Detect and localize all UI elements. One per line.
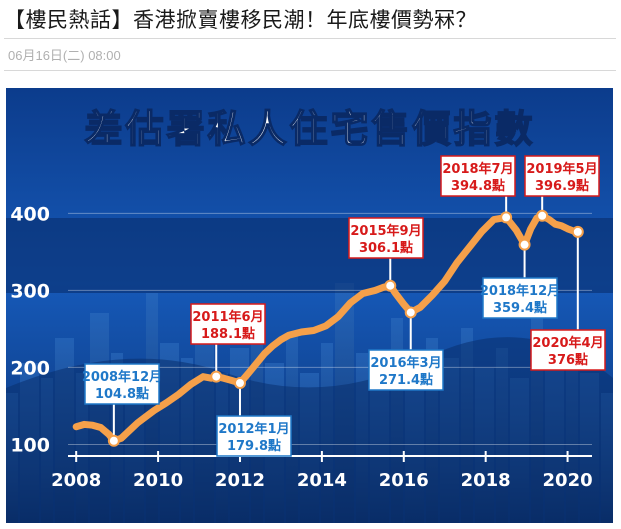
x-tick-label: 2012	[215, 470, 265, 491]
annotation-date: 2018年7月	[442, 161, 513, 177]
annotation-point	[518, 238, 531, 251]
annotation-point	[210, 370, 223, 383]
chart-title: 差估署私人住宅售價指數	[84, 107, 535, 151]
y-tick-label: 400	[10, 203, 50, 225]
annotation-point	[384, 279, 397, 292]
annotation-value: 394.8點	[451, 178, 505, 194]
annotation-value: 104.8點	[95, 386, 149, 402]
article-headline: 【樓民熱話】香港掀賣樓移民潮！年底樓價勢冧？	[4, 2, 616, 39]
annotation-value: 271.4點	[379, 372, 433, 388]
annotation-value: 396.9點	[535, 178, 589, 194]
annotation-value: 359.4點	[493, 300, 547, 316]
y-tick-label: 200	[10, 357, 50, 379]
annotation-date: 2019年5月	[526, 161, 597, 177]
annotation-box	[190, 303, 266, 345]
annotation-box	[216, 415, 292, 457]
annotation-box	[440, 155, 516, 197]
annotation-date: 2015年9月	[350, 223, 421, 239]
x-axis: 2008 2010 2012 2014 2016 2018 2020	[51, 451, 593, 491]
y-tick-label: 100	[10, 434, 50, 456]
annotation-point	[536, 209, 549, 222]
divider	[4, 70, 616, 71]
y-axis: 100 200 300 400	[10, 203, 50, 456]
annotation-date: 2008年12月	[82, 369, 162, 385]
annotation-point	[571, 225, 584, 238]
annotation-box	[530, 329, 606, 371]
annotation-date: 2011年6月	[192, 309, 263, 325]
annotation-point	[404, 306, 417, 319]
annotation-value: 376點	[548, 352, 588, 368]
x-tick-label: 2014	[297, 470, 347, 491]
annotation-box	[482, 277, 558, 319]
x-tick-label: 2008	[51, 470, 101, 491]
annotation-point	[500, 211, 513, 224]
x-tick-label: 2018	[461, 470, 511, 491]
y-tick-label: 300	[10, 280, 50, 302]
annotation-box	[84, 363, 160, 405]
annotation-point	[107, 434, 120, 447]
price-index-chart: 差估署私人住宅售價指數 100 200 300 400 2008 2010 2012 201…	[6, 88, 613, 523]
x-tick-label: 2016	[379, 470, 429, 491]
annotations: 2008年12月104.8點2011年6月188.1點2012年1月179.8點…	[82, 155, 606, 457]
annotation-box	[524, 155, 600, 197]
article-date: 06月16日(二) 08:00	[8, 48, 121, 63]
x-tick-label: 2010	[133, 470, 183, 491]
annotation-date: 2018年12月	[480, 283, 560, 299]
annotation-date: 2012年1月	[218, 421, 289, 437]
x-tick-label: 2020	[543, 470, 593, 491]
chart-image: 差估署私人住宅售價指數 100 200 300 400 2008 2010 2012 201…	[6, 88, 613, 523]
annotation-date: 2016年3月	[370, 355, 441, 371]
annotation-value: 306.1點	[359, 240, 413, 256]
annotation-point	[233, 376, 246, 389]
annotation-box	[368, 349, 444, 391]
annotation-value: 179.8點	[227, 438, 281, 454]
annotation-box	[348, 217, 424, 259]
annotation-date: 2020年4月	[532, 335, 603, 351]
annotation-value: 188.1點	[201, 326, 255, 342]
